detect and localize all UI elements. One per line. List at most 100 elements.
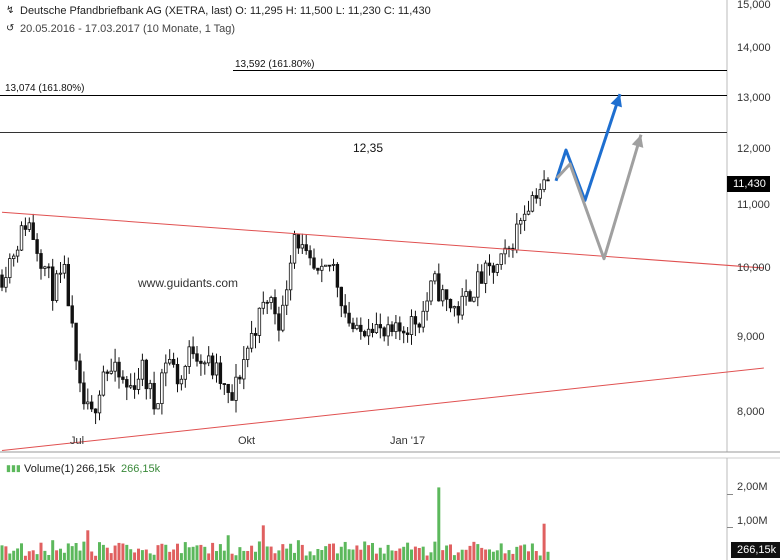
trendline-upper — [1, 211, 764, 269]
volume-bar — [218, 544, 222, 560]
candle-body — [394, 322, 398, 333]
volume-bar — [312, 555, 316, 560]
volume-bar — [211, 542, 215, 560]
y-tick-13: 13,000 — [737, 92, 771, 104]
volume-bar — [195, 545, 199, 560]
volume-bar — [183, 542, 187, 560]
candle-body — [164, 362, 168, 374]
volume-bar — [172, 549, 176, 560]
y-tick-10: 10,000 — [737, 262, 771, 274]
volume-bar — [421, 546, 425, 560]
volume-bar — [203, 546, 207, 560]
volume-bar — [285, 548, 289, 560]
volume-bar — [133, 552, 137, 560]
candle-body — [409, 316, 414, 335]
volume-bar — [66, 543, 70, 560]
volume-bar — [94, 555, 98, 560]
candle-body — [277, 313, 281, 331]
candle-body — [23, 225, 28, 230]
candle-body — [460, 295, 464, 316]
scenario-gray-arrowhead — [631, 134, 644, 148]
candle-body — [546, 179, 550, 182]
volume-bar — [515, 546, 519, 560]
candle-body — [187, 346, 191, 367]
candle-body — [78, 360, 82, 384]
candle-body — [132, 385, 137, 390]
volume-bar — [234, 555, 238, 560]
candle-body — [167, 358, 172, 364]
candle-body — [148, 382, 152, 390]
volume-bar — [160, 543, 164, 560]
volume-bar — [293, 552, 296, 560]
volume-bar — [277, 550, 281, 560]
volume-bar — [332, 543, 335, 560]
candle-body — [444, 289, 449, 300]
volume-bar — [179, 553, 183, 560]
candle-body — [35, 239, 39, 254]
volume-bar — [534, 551, 538, 560]
volume-bar — [4, 546, 8, 560]
candle-body — [109, 370, 113, 374]
volume-value-1: 266,15k — [76, 463, 116, 475]
volume-bar — [20, 543, 23, 560]
volume-bar — [351, 549, 355, 560]
candle-body — [257, 307, 262, 336]
volume-bar — [82, 541, 86, 560]
candle-body — [479, 271, 484, 284]
volume-bar — [62, 552, 66, 560]
volume-bar — [464, 549, 468, 560]
volume-bar — [367, 545, 371, 560]
candle-body — [171, 358, 176, 365]
candle-body — [39, 253, 43, 269]
candle-body — [218, 362, 223, 384]
candle-body — [245, 347, 250, 360]
volume-badge-value: 266,15k — [737, 544, 777, 556]
last-price-badge: 11,430 — [727, 176, 770, 192]
candle-body — [362, 331, 367, 337]
candle-body — [121, 376, 125, 380]
candle-body — [312, 257, 316, 269]
candle-body — [308, 250, 312, 259]
candle-body — [503, 247, 507, 255]
volume-bar — [472, 541, 476, 560]
volume-bar — [476, 544, 480, 560]
candle-body — [370, 328, 375, 333]
candle-body — [265, 301, 269, 304]
volume-bar — [503, 553, 507, 560]
volume-bar — [429, 552, 433, 560]
volume-bar — [480, 547, 484, 560]
candle-body — [522, 213, 527, 221]
y-tick-14: 14,000 — [737, 42, 771, 54]
reset-icon[interactable]: ↺ — [6, 23, 15, 34]
volume-bar — [113, 545, 117, 560]
last-price-value: 11,430 — [733, 178, 766, 190]
volume-bar — [215, 551, 218, 560]
candle-body — [534, 195, 538, 199]
candle-body — [374, 324, 379, 333]
volume-bar — [371, 542, 374, 560]
volume-tick-1m: 1,00M — [737, 515, 768, 527]
volume-bar — [343, 541, 347, 560]
candle-body — [0, 274, 4, 288]
volume-bar — [527, 551, 530, 560]
volume-bar — [125, 544, 129, 560]
candle-body — [51, 266, 55, 301]
volume-bar — [324, 546, 328, 560]
volume-bar — [468, 545, 472, 560]
candle-body — [74, 322, 78, 362]
volume-bar — [250, 545, 254, 560]
candle-body — [90, 401, 94, 410]
candle-body — [366, 328, 371, 337]
volume-bar — [129, 549, 133, 560]
volume-bar — [374, 553, 378, 560]
volume-bar — [31, 550, 35, 560]
candle-body — [210, 355, 215, 376]
volume-label: Volume(1) — [24, 463, 75, 475]
volume-bar — [144, 549, 148, 560]
candle-body — [82, 382, 86, 405]
candle-body — [390, 324, 394, 333]
candle-body — [136, 378, 141, 390]
candle-body — [355, 324, 359, 330]
candle-body — [398, 322, 402, 332]
candle-body — [284, 289, 289, 306]
